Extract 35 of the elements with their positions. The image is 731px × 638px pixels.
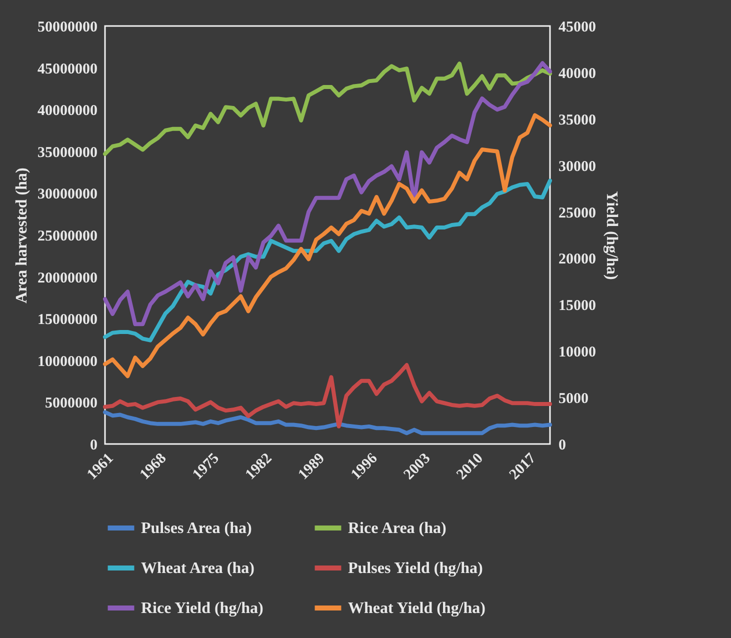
line-series	[103, 178, 552, 342]
y2-tick-label: 40000	[558, 66, 596, 82]
y-tick-label: 45000000	[38, 61, 98, 78]
line-series	[103, 62, 552, 156]
y-tick-label: 25000000	[38, 228, 98, 244]
y2-tick-label: 5000	[558, 391, 588, 408]
y-tick-label: 40000000	[38, 103, 98, 120]
y-tick-label: 50000000	[38, 20, 98, 36]
y2-tick-label: 35000	[558, 112, 596, 128]
y2-axis-title: Yield (hg/ha)	[603, 191, 620, 280]
legend-label: Pulses Yield (hg/ha)	[348, 560, 483, 577]
y-axis-title: Area harvested (ha)	[14, 168, 30, 304]
legend-label: Rice Area (ha)	[348, 520, 446, 537]
y2-tick-label: 0	[558, 438, 566, 454]
line-series	[103, 113, 552, 378]
y-tick-label: 10000000	[38, 354, 98, 370]
legend-label: Wheat Area (ha)	[141, 560, 254, 577]
legend-label: Wheat Yield (hg/ha)	[348, 600, 486, 617]
line-series	[103, 61, 552, 326]
line-series	[103, 363, 552, 428]
y2-tick-label: 15000	[558, 298, 596, 314]
y2-tick-label: 10000	[558, 344, 596, 361]
y-tick-label: 35000000	[38, 144, 98, 161]
legend-label: Rice Yield (hg/ha)	[141, 600, 264, 617]
legend-label: Pulses Area (ha)	[141, 520, 252, 537]
y2-tick-label: 25000	[558, 205, 596, 222]
y2-tick-label: 45000	[558, 20, 596, 36]
y2-tick-label: 30000	[558, 158, 596, 175]
y-tick-label: 0	[90, 438, 98, 454]
y2-tick-label: 20000	[558, 252, 596, 268]
y-tick-label: 15000000	[38, 312, 98, 328]
y-tick-label: 20000000	[38, 270, 98, 286]
line-series	[103, 410, 552, 436]
y-tick-label: 30000000	[38, 186, 98, 203]
y-tick-label: 5000000	[45, 396, 98, 412]
